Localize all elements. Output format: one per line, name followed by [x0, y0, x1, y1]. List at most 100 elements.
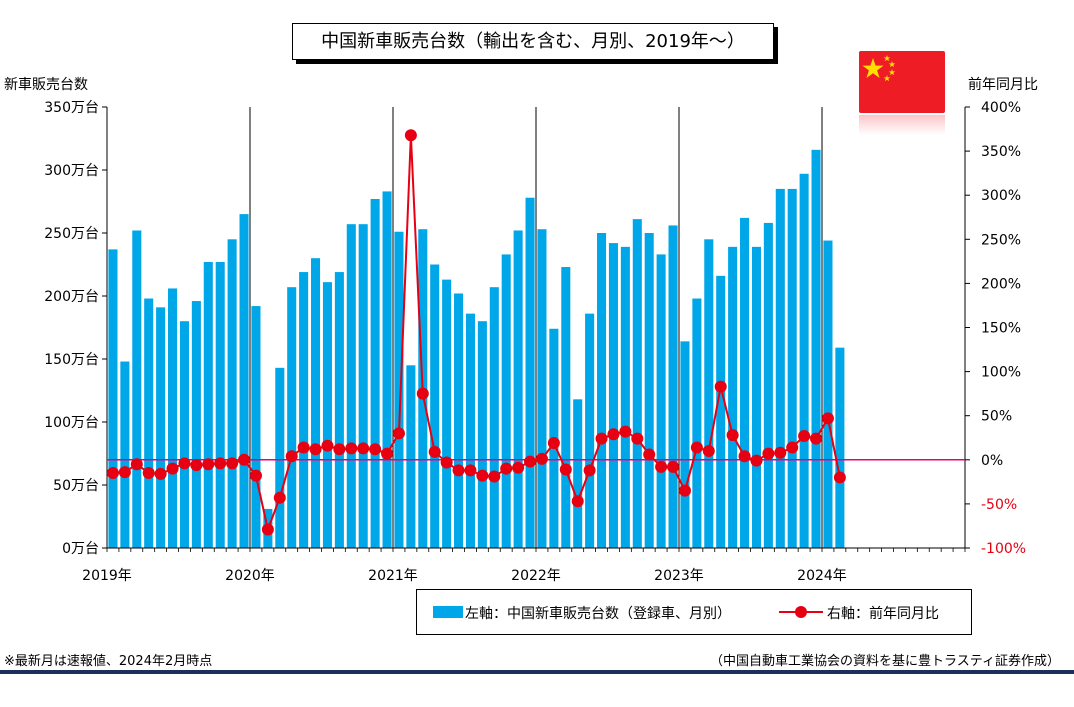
bar — [477, 321, 487, 548]
right-tick-label: 250% — [981, 232, 1021, 248]
yoy-point — [309, 443, 322, 456]
bar — [775, 188, 785, 548]
right-tick-label: 400% — [981, 100, 1021, 116]
yoy-point — [166, 462, 179, 475]
right-tick-label: 150% — [981, 321, 1021, 337]
year-label: 2022年 — [511, 568, 561, 584]
yoy-point — [118, 466, 131, 479]
yoy-point — [440, 456, 453, 469]
bar — [561, 267, 571, 548]
yoy-point — [190, 459, 203, 472]
yoy-point — [655, 460, 668, 473]
yoy-point — [202, 458, 215, 471]
bar — [168, 288, 178, 548]
bar — [704, 239, 714, 549]
right-tick-label: -50% — [981, 497, 1017, 513]
yoy-point — [261, 523, 274, 536]
right-tick-label: 50% — [981, 409, 1012, 425]
bar — [728, 246, 738, 549]
bar — [680, 341, 690, 548]
yoy-point — [786, 441, 799, 454]
bar — [108, 249, 118, 548]
yoy-point — [798, 429, 811, 442]
left-tick-label: 200万台 — [44, 289, 99, 305]
yoy-point — [178, 457, 191, 470]
right-tick-label: 0% — [981, 453, 1003, 469]
bar — [537, 229, 547, 548]
bar — [573, 399, 583, 548]
yoy-point — [702, 444, 715, 457]
left-tick-label: 50万台 — [53, 478, 99, 494]
bar — [132, 230, 142, 549]
yoy-point — [774, 446, 787, 459]
bar — [692, 298, 702, 548]
yoy-point — [333, 443, 346, 456]
yoy-point — [631, 432, 644, 445]
yoy-point — [285, 450, 298, 463]
bar — [227, 239, 237, 549]
yoy-point — [321, 439, 334, 452]
yoy-point — [821, 412, 834, 425]
bar — [394, 231, 404, 549]
bar — [406, 365, 416, 548]
bar — [191, 301, 201, 548]
right-tick-label: 350% — [981, 144, 1021, 160]
yoy-point — [738, 450, 751, 463]
yoy-point — [714, 380, 727, 393]
year-label: 2019年 — [82, 568, 132, 584]
yoy-point — [130, 458, 143, 471]
bar — [513, 230, 523, 549]
bar — [501, 254, 511, 549]
bar — [465, 313, 475, 548]
bar — [358, 224, 368, 548]
right-tick-label: 200% — [981, 276, 1021, 292]
bar — [275, 367, 285, 548]
yoy-point — [833, 471, 846, 484]
yoy-point — [690, 441, 703, 454]
yoy-point — [226, 457, 239, 470]
bar — [334, 272, 344, 548]
bar — [585, 313, 595, 548]
bar — [740, 217, 750, 548]
yoy-point — [619, 425, 632, 438]
yoy-point — [142, 467, 155, 480]
bottom-rule — [0, 670, 1074, 674]
yoy-point — [810, 432, 823, 445]
bar — [811, 149, 821, 548]
left-tick-label: 350万台 — [44, 100, 99, 116]
bar — [525, 197, 535, 548]
bar — [656, 254, 666, 549]
bar — [454, 293, 464, 548]
yoy-point — [750, 454, 763, 467]
yoy-point — [643, 448, 656, 461]
bar — [442, 279, 452, 548]
yoy-point — [535, 452, 548, 465]
footnote: ※最新月は速報値、2024年2月時点 — [4, 654, 213, 669]
year-label: 2020年 — [225, 568, 275, 584]
flag-small-star-icon — [883, 75, 891, 82]
bar — [644, 233, 654, 548]
bar — [597, 233, 607, 548]
yoy-point — [154, 467, 167, 480]
bar — [608, 243, 618, 548]
yoy-point — [559, 463, 572, 476]
year-label: 2021年 — [368, 568, 418, 584]
flag-small-star-icon — [888, 69, 896, 76]
bar — [120, 361, 130, 548]
yoy-point — [667, 460, 680, 473]
yoy-point — [524, 455, 537, 468]
left-tick-label: 0万台 — [62, 541, 99, 557]
bar — [203, 261, 213, 548]
yoy-point — [428, 445, 441, 458]
left-tick-label: 300万台 — [44, 163, 99, 179]
bar — [823, 240, 833, 548]
bar — [370, 198, 380, 549]
yoy-point — [357, 442, 370, 455]
china-flag-icon — [859, 51, 945, 113]
yoy-point — [214, 457, 227, 470]
bar — [346, 224, 356, 548]
bar — [620, 246, 630, 549]
bar — [787, 188, 797, 548]
bar — [144, 298, 154, 548]
yoy-point — [381, 447, 394, 460]
